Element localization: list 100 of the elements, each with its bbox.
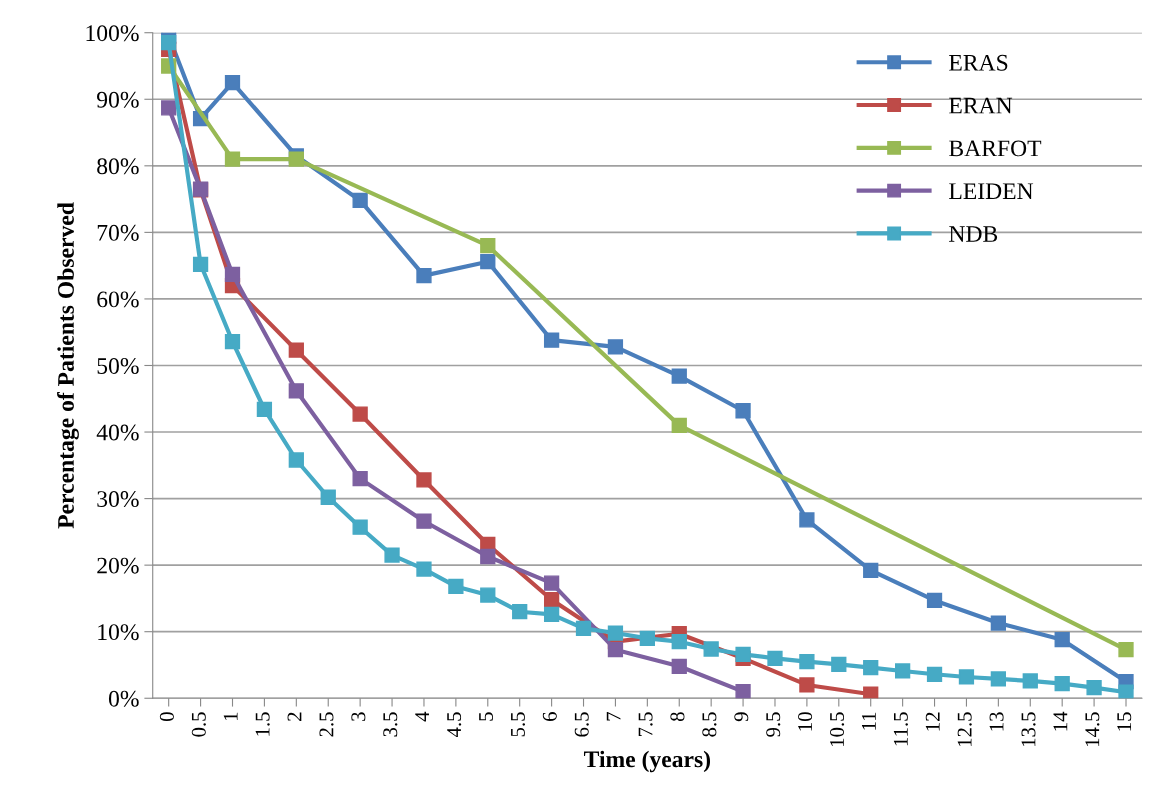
point: [799, 654, 815, 670]
point: [256, 401, 273, 418]
point: [990, 671, 1006, 687]
legend-label: NDB: [949, 226, 998, 242]
x-tick-label: 5.5: [511, 712, 525, 737]
point: [416, 513, 432, 529]
point: [352, 519, 368, 535]
point: [863, 562, 879, 579]
point: [161, 35, 177, 51]
point: [224, 333, 241, 350]
x-tick-label: 3.5: [383, 712, 398, 737]
point: [703, 641, 719, 657]
y-tick-label: 60%: [97, 291, 139, 308]
y-tick-label: 50%: [97, 357, 139, 374]
point: [607, 642, 624, 658]
point: [416, 267, 432, 284]
point: [863, 686, 879, 699]
x-tick-label: 1.5: [255, 712, 270, 736]
point: [1086, 679, 1102, 696]
y-tick-label: 40%: [96, 424, 139, 441]
y-tick-label: 80%: [97, 158, 139, 175]
x-tick-label: 13.5: [1021, 712, 1036, 747]
point: [224, 74, 241, 91]
point: [543, 606, 560, 623]
point: [480, 238, 496, 254]
y-tick-label: 20%: [97, 557, 139, 574]
point: [352, 470, 368, 487]
x-tick-label: 10: [798, 712, 813, 731]
point: [671, 658, 687, 674]
legend-label: LEIDEN: [949, 183, 1034, 199]
y-tick-label: 0%: [108, 690, 139, 707]
x-tick-label: 0.5: [191, 712, 206, 737]
x-tick-label: 4.5: [447, 712, 462, 738]
x-tick-label: 11: [861, 712, 876, 730]
x-tick-label: 6: [542, 712, 557, 721]
point: [607, 625, 624, 641]
x-tick-label: 11.5: [893, 712, 908, 746]
x-tick-label: 14.5: [1085, 712, 1100, 747]
point: [607, 339, 624, 355]
x-tick-label: 6.5: [574, 712, 589, 737]
point: [543, 332, 560, 348]
point: [863, 659, 879, 676]
x-axis-title: Time (years): [583, 750, 711, 773]
point: [671, 417, 687, 434]
point: [384, 547, 400, 563]
point: [831, 656, 847, 672]
x-tick-label: 0: [159, 712, 174, 722]
point: [543, 592, 560, 608]
point: [288, 452, 304, 468]
point: [192, 256, 209, 272]
point: [735, 646, 751, 662]
point: [320, 489, 336, 505]
point: [224, 151, 241, 167]
point: [352, 192, 368, 209]
x-tick-label: 9.5: [766, 712, 781, 737]
point: [575, 620, 592, 637]
y-tick-label: 100%: [86, 25, 139, 42]
point: [735, 403, 751, 419]
x-tick-label: 7: [606, 712, 621, 721]
legend-label: ERAS: [949, 54, 1008, 71]
x-tick-label: 2: [287, 712, 302, 721]
point: [416, 472, 432, 488]
point: [990, 615, 1006, 631]
point: [671, 634, 687, 650]
x-tick-label: 1: [223, 712, 238, 721]
x-tick-label: 14: [1053, 711, 1068, 731]
y-tick-label: 10%: [98, 624, 139, 641]
point: [735, 683, 751, 699]
point: [448, 578, 464, 595]
x-tick-label: 7.5: [638, 712, 653, 737]
point: [1118, 642, 1134, 658]
x-tick-label: 13: [989, 712, 1004, 731]
point: [894, 663, 911, 679]
legend-label: ERAN: [949, 97, 1013, 114]
x-tick-label: 3: [351, 712, 366, 721]
point: [926, 666, 943, 682]
x-tick-label: 10.5: [829, 712, 845, 747]
x-tick-label: 15: [1117, 712, 1132, 731]
x-tick-label: 12.5: [957, 712, 972, 747]
x-tick-label: 2.5: [319, 712, 334, 737]
point: [352, 406, 368, 422]
x-tick-label: 4: [415, 711, 429, 722]
point: [1054, 632, 1070, 648]
point: [480, 548, 496, 565]
y-axis-title: Percentage of Patients Observed: [57, 202, 79, 529]
point: [288, 342, 304, 358]
point: [512, 604, 528, 620]
x-tick-label: 8.5: [702, 712, 717, 737]
point: [639, 630, 655, 646]
point: [1054, 675, 1070, 692]
point: [416, 561, 432, 577]
x-tick-label: 5: [479, 712, 493, 721]
point: [480, 587, 496, 603]
point: [799, 512, 815, 528]
point: [288, 383, 304, 399]
y-tick-label: 90%: [97, 91, 139, 108]
point: [1118, 684, 1134, 699]
point: [799, 677, 815, 693]
point: [543, 575, 560, 591]
point: [224, 266, 241, 282]
